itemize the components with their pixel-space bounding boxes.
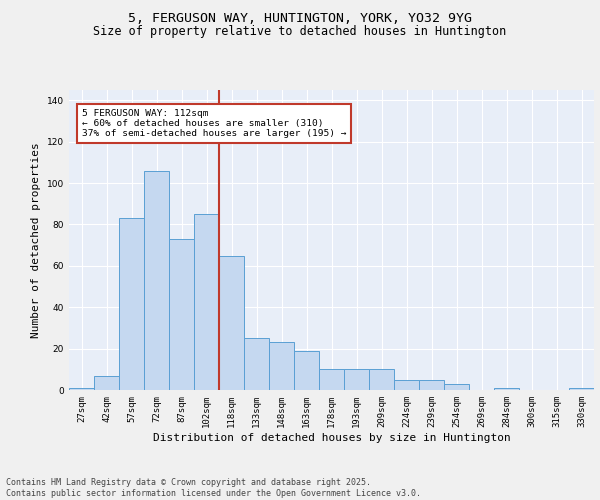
- Bar: [444, 384, 469, 390]
- Bar: [94, 376, 119, 390]
- Text: 5 FERGUSON WAY: 112sqm
← 60% of detached houses are smaller (310)
37% of semi-de: 5 FERGUSON WAY: 112sqm ← 60% of detached…: [82, 108, 347, 138]
- X-axis label: Distribution of detached houses by size in Huntington: Distribution of detached houses by size …: [152, 432, 511, 442]
- Bar: [319, 370, 344, 390]
- Bar: [344, 370, 369, 390]
- Bar: [419, 380, 444, 390]
- Bar: [294, 350, 319, 390]
- Bar: [244, 338, 269, 390]
- Bar: [69, 388, 94, 390]
- Bar: [569, 388, 594, 390]
- Text: Size of property relative to detached houses in Huntington: Size of property relative to detached ho…: [94, 25, 506, 38]
- Bar: [119, 218, 144, 390]
- Bar: [169, 239, 194, 390]
- Bar: [394, 380, 419, 390]
- Text: Contains HM Land Registry data © Crown copyright and database right 2025.
Contai: Contains HM Land Registry data © Crown c…: [6, 478, 421, 498]
- Bar: [269, 342, 294, 390]
- Bar: [219, 256, 244, 390]
- Bar: [369, 370, 394, 390]
- Bar: [194, 214, 219, 390]
- Text: 5, FERGUSON WAY, HUNTINGTON, YORK, YO32 9YG: 5, FERGUSON WAY, HUNTINGTON, YORK, YO32 …: [128, 12, 472, 26]
- Bar: [494, 388, 519, 390]
- Bar: [144, 170, 169, 390]
- Y-axis label: Number of detached properties: Number of detached properties: [31, 142, 41, 338]
